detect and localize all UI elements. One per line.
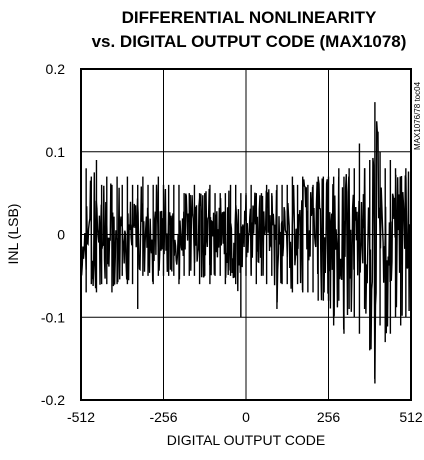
plot-frame xyxy=(80,68,412,401)
x-tick-label: 256 xyxy=(317,409,341,425)
y-tick-label: -0.1 xyxy=(41,309,65,325)
y-tick-label: 0 xyxy=(57,227,65,243)
y-tick-label: -0.2 xyxy=(41,392,65,408)
chart-side-note: MAX1076/78 toc04 xyxy=(413,81,422,150)
chart-title-line-1: DIFFERENTIAL NONLINEARITY xyxy=(122,8,377,27)
data-series xyxy=(80,102,412,384)
y-tick-labels: 0.2 0.1 0 -0.1 -0.2 xyxy=(41,61,65,408)
x-tick-labels: -512 -256 0 256 512 xyxy=(67,409,423,425)
y-axis-label: INL (LSB) xyxy=(5,204,21,265)
x-axis-label: DIGITAL OUTPUT CODE xyxy=(167,432,325,448)
x-tick-label: 0 xyxy=(242,409,250,425)
x-tick-label: -256 xyxy=(149,409,177,425)
chart-title-line-2: vs. DIGITAL OUTPUT CODE (MAX1078) xyxy=(92,32,407,51)
y-tick-label: 0.2 xyxy=(46,61,66,77)
x-tick-label: 512 xyxy=(399,409,423,425)
x-tick-label: -512 xyxy=(67,409,95,425)
y-tick-label: 0.1 xyxy=(46,144,66,160)
